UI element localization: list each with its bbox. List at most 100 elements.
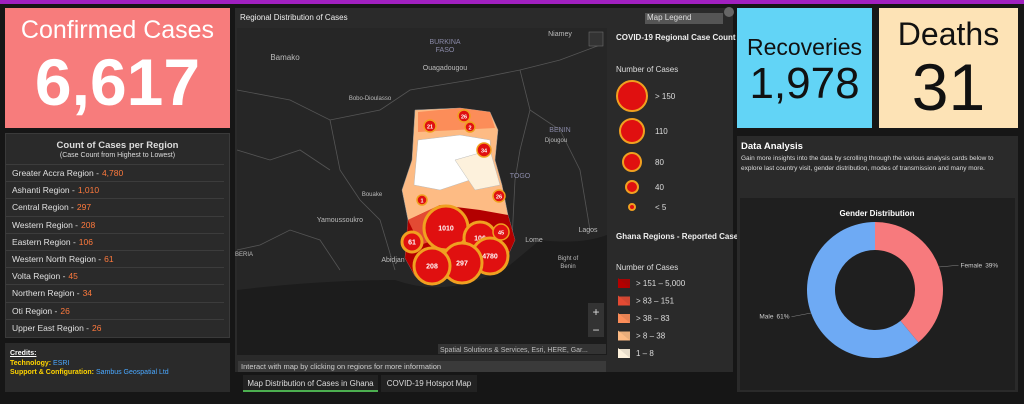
attribution: Spatial Solutions & Services, Esri, HERE… (440, 347, 588, 354)
cluster[interactable] (492, 189, 506, 203)
deaths-card: Deaths 31 (879, 8, 1018, 128)
zoom-control (588, 303, 604, 337)
region-name: Volta Region - (12, 271, 66, 282)
map-hint: Interact with map by clicking on regions… (238, 361, 606, 372)
cluster-label: 4780 (482, 254, 498, 261)
place-label: Lagos (578, 227, 598, 234)
list-row: Western North Region -61 (6, 249, 224, 267)
cluster[interactable] (476, 142, 492, 158)
recoveries-card: Recoveries 1,978 (737, 8, 872, 128)
cluster[interactable] (400, 230, 424, 254)
cluster[interactable] (464, 121, 476, 133)
place-label: Niamey (548, 31, 572, 38)
slice-value: 39% (985, 262, 998, 269)
cluster-label: 1010 (438, 226, 454, 233)
cluster[interactable] (416, 194, 428, 206)
cluster-label: 21 (427, 125, 433, 131)
card-title: Deaths (897, 16, 1000, 52)
legend-swatch (618, 279, 630, 288)
region-name: Eastern Region - (12, 236, 76, 247)
chart-title: Gender Distribution (839, 209, 914, 218)
card-value: 6,617 (34, 45, 201, 119)
region-name: Western North Region - (12, 253, 102, 264)
legend-button[interactable]: Map Legend (645, 13, 723, 24)
legend-items: > 150 110 80 40 < 5 > 151 – 5,000 > 83 – 151 > … (616, 80, 686, 358)
card-title: Confirmed Cases (20, 16, 215, 44)
slice-category: Male (759, 314, 773, 321)
list-row: Northern Region -34 (6, 284, 224, 301)
close-button[interactable] (724, 7, 734, 17)
legend-symbol (619, 118, 645, 144)
region-name: Central Region - (12, 202, 74, 213)
map-tool[interactable] (588, 31, 604, 47)
legend-symbol (628, 203, 636, 211)
region-name: Oti Region - (12, 305, 58, 316)
region-name: Western Region - (12, 219, 78, 230)
card-value: 31 (911, 50, 986, 124)
zoom-out[interactable]: − (592, 323, 599, 337)
region-count: 106 (78, 236, 93, 247)
legend-swatch (618, 349, 630, 358)
borders (236, 44, 601, 271)
sea (237, 235, 607, 355)
credit-line: Technology: ESRI (10, 359, 225, 369)
cluster[interactable] (492, 223, 510, 241)
legend-regions-subtitle: Number of Cases (616, 263, 678, 272)
legend-swatch (618, 314, 630, 323)
tab[interactable]: COVID-19 Hotspot Map (381, 375, 477, 392)
value[interactable]: Sambus Geospatial Ltd (95, 369, 169, 376)
leader-line (791, 312, 812, 317)
slice (875, 222, 943, 343)
slice-label: Female 39% (961, 262, 999, 269)
cluster[interactable] (412, 246, 452, 286)
slice (807, 222, 919, 358)
analysis-description: Gain more insights into the data by scro… (741, 155, 994, 172)
list-subtitle: (Case Count from Highest to Lowest) (59, 152, 176, 159)
cluster[interactable] (423, 119, 437, 133)
place-label: Ouagadougou (423, 65, 467, 72)
cluster[interactable] (457, 109, 471, 123)
region-count: 61 (104, 253, 114, 264)
gender-chart: Gender Distribution Female 39% Male 61% (759, 209, 999, 358)
label: Support & Configuration: (10, 369, 94, 376)
legend-title: COVID-19 Regional Case Count (616, 33, 736, 42)
cluster-label: 34 (481, 149, 488, 155)
legend-symbol (622, 152, 642, 172)
cluster-label: 26 (496, 195, 502, 201)
slice-category: Female (961, 262, 983, 269)
region-count: 4,780 (101, 168, 124, 178)
place-label: Bouake (362, 192, 383, 198)
region-count: 297 (76, 202, 92, 213)
place-label: TOGO (510, 173, 531, 180)
list-row: Ashanti Region -1,010 (6, 181, 224, 198)
region-list: Count of Cases per Region (Case Count fr… (5, 133, 230, 338)
legend-label: > 83 – 151 (636, 297, 675, 306)
place-label: FASO (436, 47, 455, 54)
place-label: Bamako (270, 53, 300, 62)
zoom-in[interactable]: + (592, 305, 599, 319)
legend-label: < 5 (655, 203, 667, 212)
tab[interactable]: Map Distribution of Cases in Ghana (243, 375, 378, 392)
list-row: Oti Region -26 (6, 301, 224, 319)
place-label: BURKINA (429, 39, 460, 46)
place-label: Djougou (545, 138, 567, 144)
value[interactable]: ESRI (53, 359, 70, 367)
place-label: BERIA (235, 252, 253, 258)
place-label: Abidjan (381, 257, 404, 264)
region-count: 208 (80, 219, 96, 230)
list-row: Volta Region -45 (6, 267, 224, 284)
legend-label: 110 (655, 127, 668, 136)
legend-symbol (616, 80, 648, 112)
leader-line (938, 265, 959, 268)
place-label: Benin (560, 264, 575, 270)
card-value: 1,978 (749, 59, 860, 108)
cluster-label: 297 (456, 261, 468, 268)
credits-title: Credits: (10, 350, 37, 357)
region-count: 45 (68, 271, 78, 282)
region-name: Ashanti Region - (12, 185, 75, 196)
label: Technology: (10, 359, 52, 367)
credit-line: Support & Configuration: Sambus Geospati… (10, 368, 225, 378)
region-name: Greater Accra Region - (12, 168, 99, 178)
